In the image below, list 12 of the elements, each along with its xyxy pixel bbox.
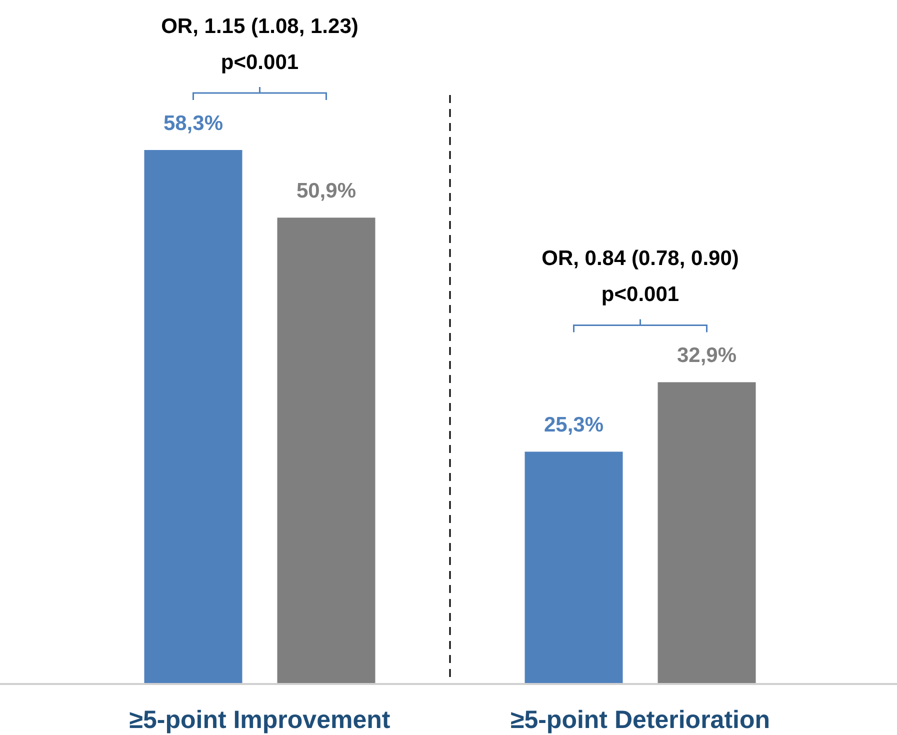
text: OR, 1.15 (1.08, 1.23) p<0.001 xyxy=(161,15,358,74)
data-label: 58,3% xyxy=(163,112,224,135)
data-label: 32,9% xyxy=(676,344,737,368)
bar xyxy=(658,382,756,683)
x-tick-label: ≥5-point Deterioration xyxy=(510,706,770,734)
bar xyxy=(144,150,242,683)
x-tick-label: ≥5-point Improvement xyxy=(129,706,391,734)
annotation: OR, 0.84 (0.78, 0.90) p<0.001 xyxy=(542,247,739,306)
bar xyxy=(277,218,376,683)
bar xyxy=(524,452,623,683)
data-label: 25,3% xyxy=(544,414,604,437)
data-label: 50,9% xyxy=(296,180,356,203)
